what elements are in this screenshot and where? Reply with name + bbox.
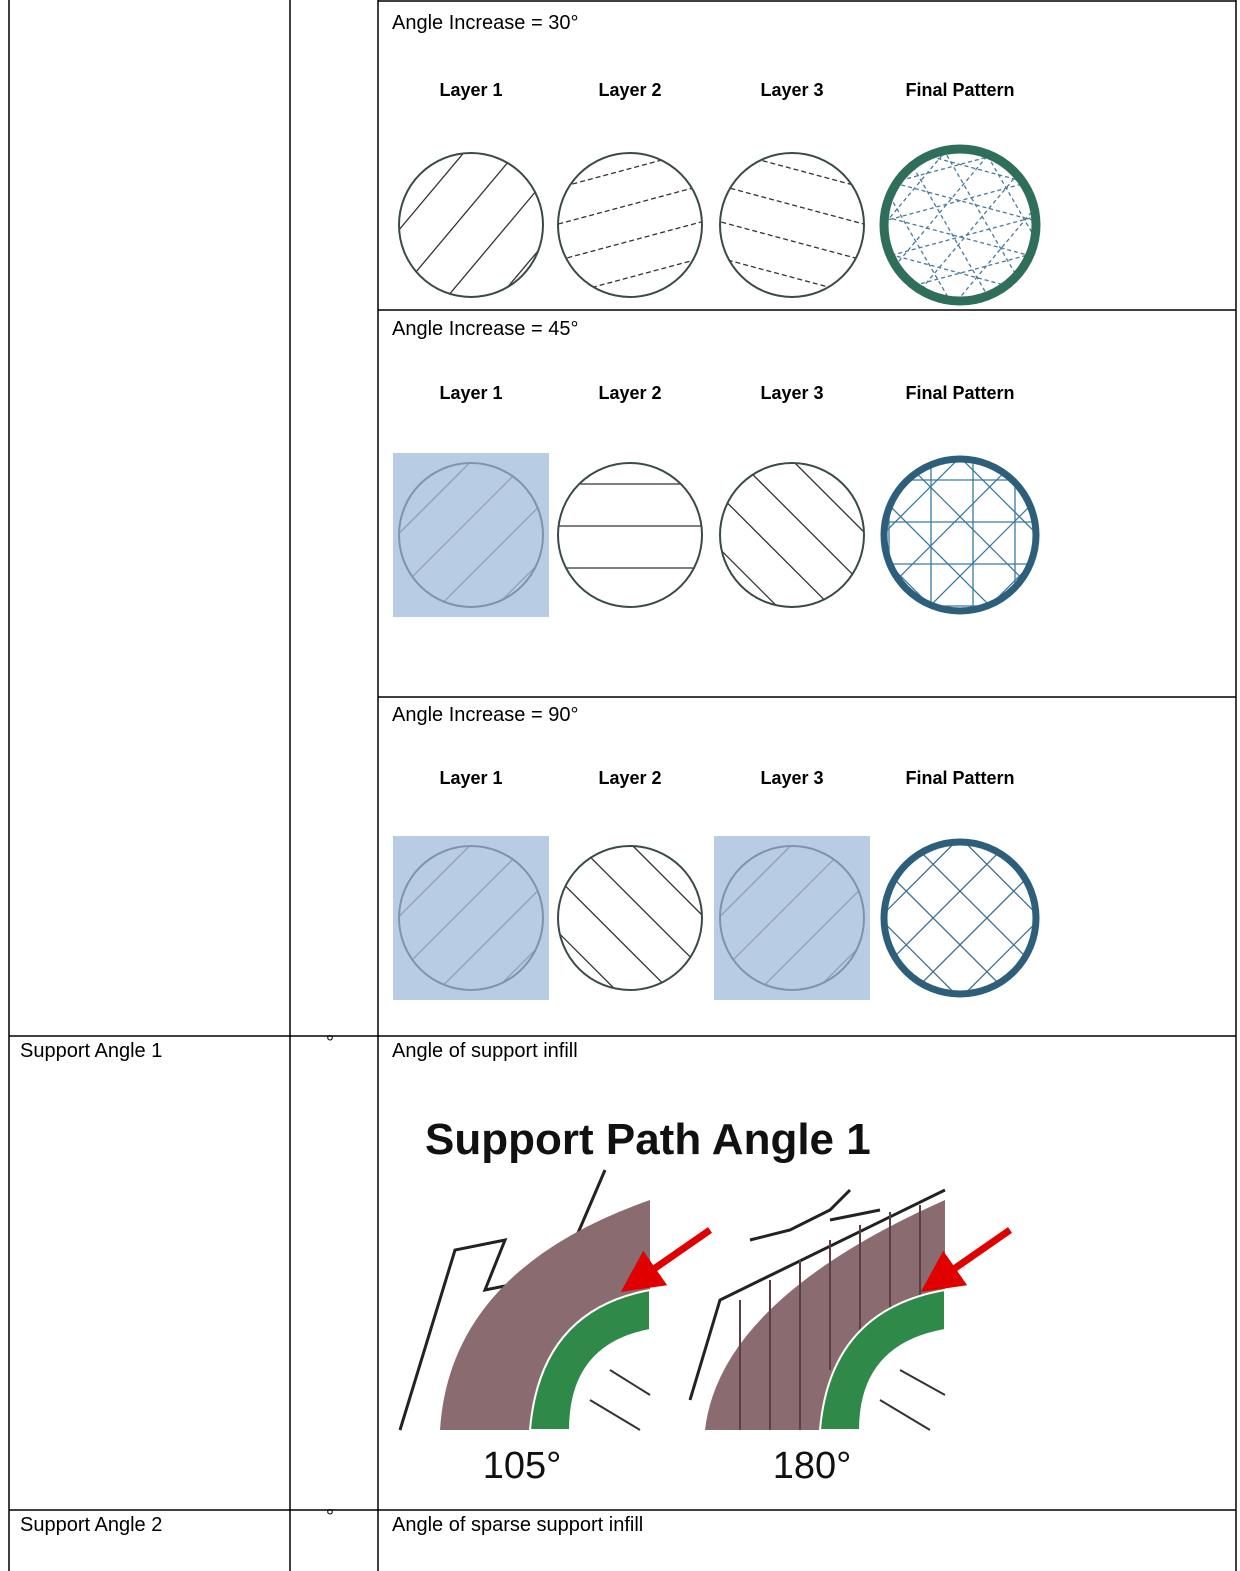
layer-label: Layer 3: [760, 80, 824, 100]
figure-label: 105°: [482, 1445, 562, 1487]
layer-diagram: [393, 453, 549, 617]
row-unit: °: [326, 1032, 334, 1054]
layer-label: Final Pattern: [905, 768, 1015, 788]
table-borders: [8, 0, 1237, 1571]
layer-label: Layer 2: [598, 383, 662, 403]
layer-diagram: [557, 462, 703, 608]
layer-diagram: [880, 455, 1040, 615]
layer-label: Layer 1: [439, 80, 503, 100]
figure-label: 180°: [772, 1445, 852, 1487]
layer-diagram: [393, 836, 549, 1000]
section-heading: Angle Increase = 90°: [392, 704, 579, 726]
section-heading: Angle Increase = 30°: [392, 12, 579, 34]
row-name: Support Angle 1: [20, 1040, 163, 1062]
layer-diagram: [714, 836, 870, 1000]
layer-label: Layer 2: [598, 768, 662, 788]
figure-title: Support Path Angle 1: [425, 1115, 871, 1164]
layer-diagram: [879, 144, 1041, 306]
layer-label: Final Pattern: [905, 80, 1015, 100]
layer-label: Layer 1: [439, 768, 503, 788]
layer-diagram: [557, 152, 703, 298]
row-name: Support Angle 2: [20, 1514, 163, 1536]
row-description: Angle of support infill: [392, 1040, 578, 1062]
support-figure-105: [398, 1169, 712, 1431]
layer-diagram: [880, 838, 1040, 998]
layer-diagram: [398, 152, 544, 298]
layer-label: Layer 3: [760, 383, 824, 403]
layer-label: Layer 3: [760, 768, 824, 788]
section-heading: Angle Increase = 45°: [392, 318, 579, 340]
layer-diagram: [557, 845, 703, 991]
row-unit: °: [326, 1506, 334, 1528]
layer-diagram: [719, 462, 865, 608]
layer-label: Layer 2: [598, 80, 662, 100]
layer-label: Final Pattern: [905, 383, 1015, 403]
layer-label: Layer 1: [439, 383, 503, 403]
layer-diagram: [719, 152, 865, 298]
support-figure-180: [688, 1188, 1012, 1431]
row-description: Angle of sparse support infill: [392, 1514, 644, 1536]
